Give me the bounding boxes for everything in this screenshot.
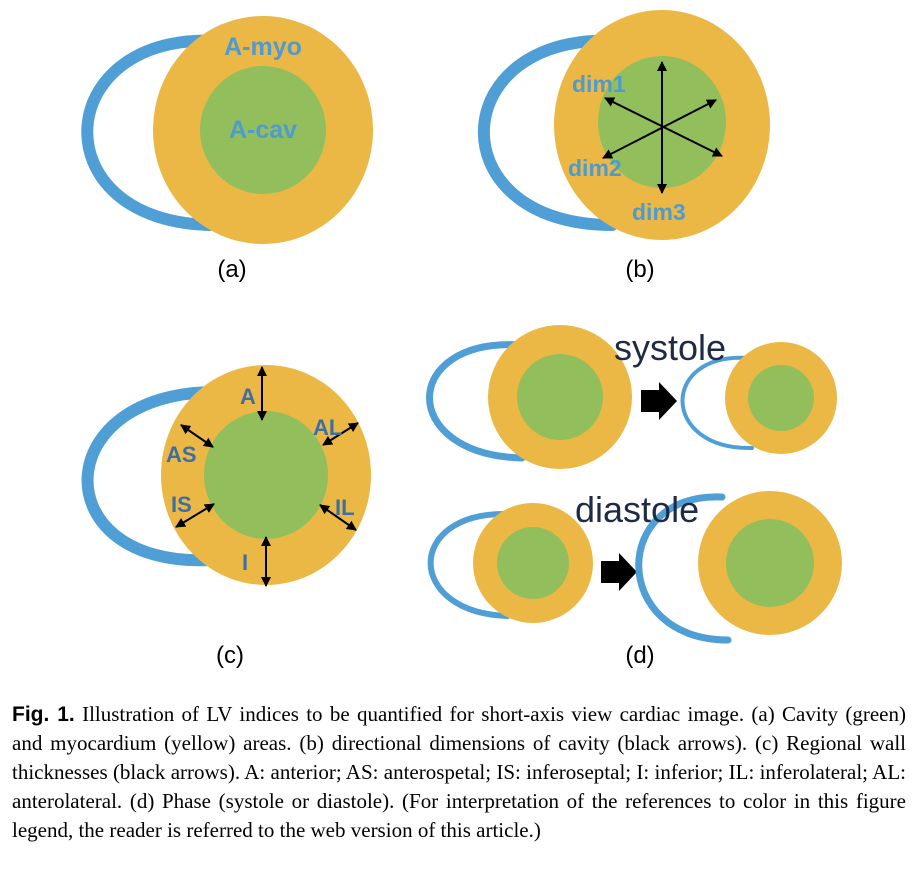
caption-label: Fig. 1. [12, 703, 75, 726]
cavity [204, 411, 328, 539]
segment-il-label: IL [335, 495, 355, 520]
cavity [517, 354, 603, 440]
systole-label: systole [614, 327, 726, 368]
panel-a: A-myo A-cav (a) [87, 16, 373, 283]
segment-is-label: IS [171, 492, 192, 517]
segment-al-label: AL [313, 415, 342, 440]
transition-arrow [641, 382, 677, 420]
cav-area-label: A-cav [229, 116, 297, 144]
dim1-label: dim1 [572, 71, 626, 97]
segment-as-label: AS [166, 442, 197, 467]
myo-area-label: A-myo [224, 33, 302, 61]
caption-text: Illustration of LV indices to be quantif… [12, 702, 906, 842]
panel-b: dim1 dim2 dim3 (b) [484, 10, 770, 283]
cavity [748, 365, 814, 431]
lv-indices-figure: A-myo A-cav (a) dim1 dim2 dim3 (b) A AL … [0, 0, 918, 680]
panel-d: systole diastole (d) [430, 325, 843, 669]
transition-arrow [601, 553, 637, 591]
diastole-label: diastole [575, 489, 699, 530]
panel-c-tag: (c) [216, 642, 244, 669]
panel-c: A AL AS IS IL I (c) [88, 365, 371, 669]
cavity [497, 527, 569, 599]
cavity [726, 519, 814, 607]
figure-caption: Fig. 1. Illustration of LV indices to be… [12, 700, 906, 845]
dim3-label: dim3 [632, 199, 686, 225]
panel-b-tag: (b) [625, 256, 654, 283]
segment-a-label: A [240, 384, 256, 409]
panel-d-tag: (d) [625, 642, 654, 669]
segment-i-label: I [242, 550, 248, 575]
dim2-label: dim2 [568, 155, 622, 181]
panel-a-tag: (a) [217, 256, 246, 283]
